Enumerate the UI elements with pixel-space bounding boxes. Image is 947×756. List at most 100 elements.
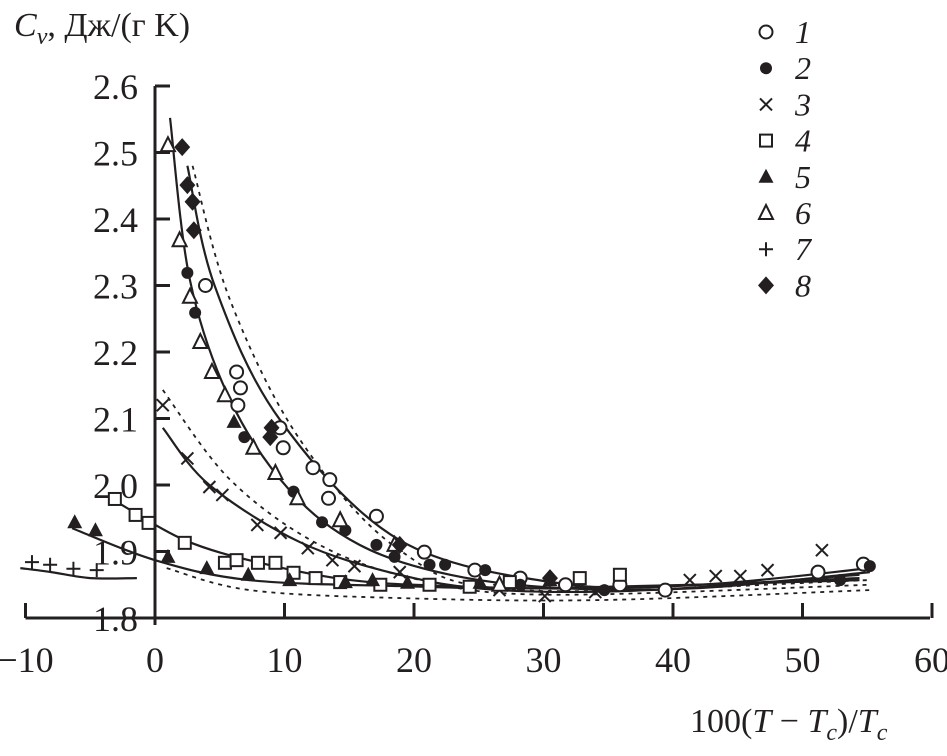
legend-item: 1 [758, 14, 811, 50]
data-point [305, 460, 321, 476]
data-point [230, 397, 246, 413]
legend-item: 5 [758, 159, 811, 195]
data-point [43, 557, 58, 572]
data-point [89, 563, 104, 578]
legend-marker-cross [759, 97, 773, 112]
y-tick-label: 2.1 [93, 400, 138, 440]
dotted-fit-curve [191, 165, 870, 593]
data-point [322, 472, 338, 488]
y-tick-label: 2.4 [93, 200, 138, 240]
data-point [347, 559, 362, 573]
legend-label: 8 [795, 267, 811, 303]
data-point [479, 564, 492, 577]
data-point [709, 569, 723, 583]
series-3 [156, 398, 829, 603]
solid-fit-curve [20, 567, 137, 580]
x-tick-label: 40 [655, 640, 691, 680]
data-point [232, 380, 248, 396]
data-point [273, 526, 288, 540]
x-tick-label: 20 [396, 640, 432, 680]
data-point [229, 364, 245, 380]
legend-label: 3 [794, 86, 811, 122]
data-point [588, 585, 603, 599]
legend-item: 4 [759, 123, 811, 159]
data-point [185, 221, 202, 240]
data-point [217, 555, 232, 570]
data-point [416, 544, 432, 560]
axes: −10 0 10 20 30 40 50 601.81.92.02.12.22.32.42.5… [0, 67, 947, 680]
data-point [177, 535, 192, 550]
data-point [203, 361, 221, 379]
data-point [266, 462, 285, 481]
data-point [244, 437, 263, 455]
data-point [400, 574, 416, 589]
data-point [863, 560, 876, 573]
data-point [174, 138, 191, 157]
legend-item: 2 [760, 50, 811, 86]
data-point [423, 558, 436, 571]
x-tick-label: 60 [914, 640, 947, 680]
data-point [490, 574, 509, 592]
data-point [388, 550, 401, 563]
data-point [226, 413, 242, 428]
data-point [229, 553, 244, 568]
data-point [393, 565, 407, 579]
legend-label: 1 [795, 14, 811, 50]
data-point [250, 555, 265, 570]
data-point [160, 548, 176, 563]
data-point [325, 553, 340, 567]
data-point [159, 134, 177, 153]
data-point [180, 451, 195, 466]
series-1 [198, 278, 871, 598]
legend-marker-filled-triangle [758, 168, 774, 183]
data-point [141, 515, 156, 530]
data-point [538, 589, 552, 603]
legend-label: 6 [795, 195, 811, 231]
data-point [262, 428, 279, 447]
data-point [321, 490, 337, 506]
data-point [612, 567, 627, 582]
data-point [439, 558, 452, 571]
data-point [514, 578, 527, 591]
data-point [733, 569, 748, 583]
data-point [502, 575, 517, 590]
data-point [316, 516, 329, 529]
data-point [368, 508, 384, 524]
data-point [181, 266, 194, 279]
x-tick-label: 10 [267, 640, 303, 680]
legend-label: 7 [795, 231, 813, 267]
data-point [370, 538, 383, 551]
y-axis-title: Cv, Дж/(г K) [14, 7, 190, 50]
data-point [275, 440, 291, 456]
legend-marker-filled-circle [760, 62, 772, 75]
y-tick-label: 2.3 [93, 267, 138, 307]
data-point [331, 510, 349, 528]
data-point [238, 431, 251, 444]
legend-marker-open-triangle [757, 202, 775, 220]
data-point [66, 561, 81, 576]
data-point [422, 577, 437, 592]
data-point [572, 571, 587, 586]
x-tick-label: 50 [785, 640, 821, 680]
data-point [156, 398, 170, 412]
data-point [815, 543, 829, 557]
series-5 [67, 413, 558, 589]
x-axis-title: 100(T − Tc)/Tc [690, 703, 888, 746]
solid-fit-curve [161, 427, 860, 594]
data-point [128, 507, 143, 522]
data-points [24, 134, 876, 603]
solid-fit-curve [186, 165, 870, 589]
legend-label: 4 [795, 123, 811, 159]
data-point [24, 555, 39, 570]
y-tick-label: 2.2 [93, 333, 138, 373]
series-8 [174, 138, 558, 588]
data-point [67, 514, 83, 529]
series-7 [24, 555, 104, 578]
data-point [215, 488, 230, 502]
x-tick-label: −10 [0, 640, 54, 680]
legend-marker-open-square [759, 133, 773, 148]
legend-marker-open-circle [758, 24, 774, 40]
solid-fit-curve [116, 501, 860, 590]
data-point [170, 230, 189, 248]
